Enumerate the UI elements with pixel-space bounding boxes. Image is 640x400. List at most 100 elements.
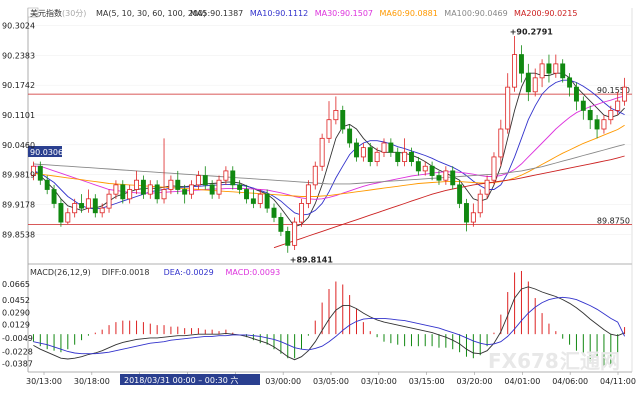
candle-body [182, 189, 188, 195]
candle [436, 170, 442, 185]
ma-legend-item: MA100:90.0469 [444, 9, 507, 18]
candle-body [539, 63, 545, 79]
candle [402, 138, 408, 167]
ma-legend-item: MA30:90.1507 [315, 9, 373, 18]
candle [305, 180, 311, 209]
candle [429, 161, 435, 181]
candle-body [92, 198, 98, 214]
candle [546, 54, 552, 83]
candle [58, 198, 64, 227]
ma-line-ma200 [273, 155, 625, 249]
candle-body [512, 54, 518, 88]
candle-body [615, 100, 621, 111]
candle [292, 217, 298, 250]
candle [539, 59, 545, 88]
candle [580, 96, 586, 120]
candle [347, 124, 353, 148]
candle-body [168, 179, 174, 190]
macd-y-tick-label: -0.0228 [2, 347, 33, 356]
candle-body [580, 100, 586, 111]
candle-body [484, 179, 490, 195]
x-tick-label: 03/20:00 [457, 377, 493, 386]
candle-body [264, 193, 270, 209]
candle-body [360, 147, 366, 158]
candle-body [422, 165, 428, 172]
x-tick-label: 04/01:00 [504, 377, 540, 386]
candle [237, 180, 243, 195]
candle [72, 198, 78, 218]
candle [299, 198, 304, 227]
candle-body [299, 203, 304, 223]
macd-legend: MACD(26,12,9) DIFF:0.0018 DEA:-0.0029 MACD:… [30, 268, 280, 277]
candle-body [257, 193, 263, 204]
candle [127, 184, 133, 204]
candle [354, 138, 359, 162]
candle [532, 68, 538, 97]
candle [553, 54, 559, 78]
macd-y-tick-label: 0.0452 [2, 296, 30, 305]
candle [202, 166, 208, 190]
ma-line-ma100 [33, 143, 625, 185]
candle [182, 184, 188, 204]
candle [415, 156, 421, 176]
macd-diff-line [33, 286, 625, 361]
candle [175, 170, 181, 195]
legend-toggle-icon[interactable] [27, 7, 39, 18]
candle [450, 166, 456, 190]
candle-body [58, 203, 64, 223]
candle [44, 175, 50, 195]
candle-body [189, 184, 194, 195]
candle [525, 63, 531, 102]
candle-body [51, 189, 57, 204]
candle-body [347, 128, 353, 144]
candle [333, 96, 339, 125]
candle-body [443, 170, 449, 181]
candle-body [608, 110, 614, 121]
candle [374, 147, 380, 167]
candle [230, 166, 236, 190]
candle-body [292, 221, 298, 246]
watermark-brand: FX678 [488, 349, 559, 373]
y-tick-label: 90.1101 [2, 111, 35, 120]
candle-body [333, 110, 339, 121]
candle [271, 203, 277, 223]
candle [161, 138, 167, 204]
level-label: 90.1550 [597, 86, 630, 95]
candle-body [223, 170, 229, 181]
y-tick-label: 90.3024 [2, 22, 35, 31]
candle-body [381, 142, 387, 153]
candle [518, 45, 524, 83]
candle [457, 180, 463, 209]
y-tick-label: 89.9178 [2, 200, 35, 209]
candle [491, 152, 497, 185]
macd-y-tick-label: 0.0290 [2, 308, 30, 317]
candle [250, 189, 256, 209]
candle [367, 142, 373, 167]
candle-body [79, 203, 85, 209]
candle [257, 189, 263, 209]
candle [505, 73, 511, 134]
candle [195, 170, 201, 190]
candle-body [216, 179, 222, 195]
candle [65, 208, 71, 225]
candle-body [470, 212, 476, 223]
candle [244, 184, 249, 204]
candle-body [395, 151, 401, 162]
y-tick-label: 89.8538 [2, 230, 35, 239]
candle [189, 180, 194, 199]
candle-body [464, 203, 469, 223]
candle-body [278, 217, 284, 232]
macd-y-tick-label: 0.0129 [2, 320, 30, 329]
candle [464, 198, 469, 232]
candle-body [202, 175, 208, 186]
candle [422, 161, 428, 176]
macd-legend-item: DIFF:0.0018 [102, 268, 150, 277]
candle [147, 180, 153, 199]
candle [340, 105, 346, 134]
candle [560, 59, 566, 83]
candle [381, 138, 387, 157]
candle [512, 35, 518, 92]
x-tick-label: 03/05:00 [313, 377, 349, 386]
candle [395, 147, 401, 167]
x-tick-label: 03/10:00 [361, 377, 397, 386]
